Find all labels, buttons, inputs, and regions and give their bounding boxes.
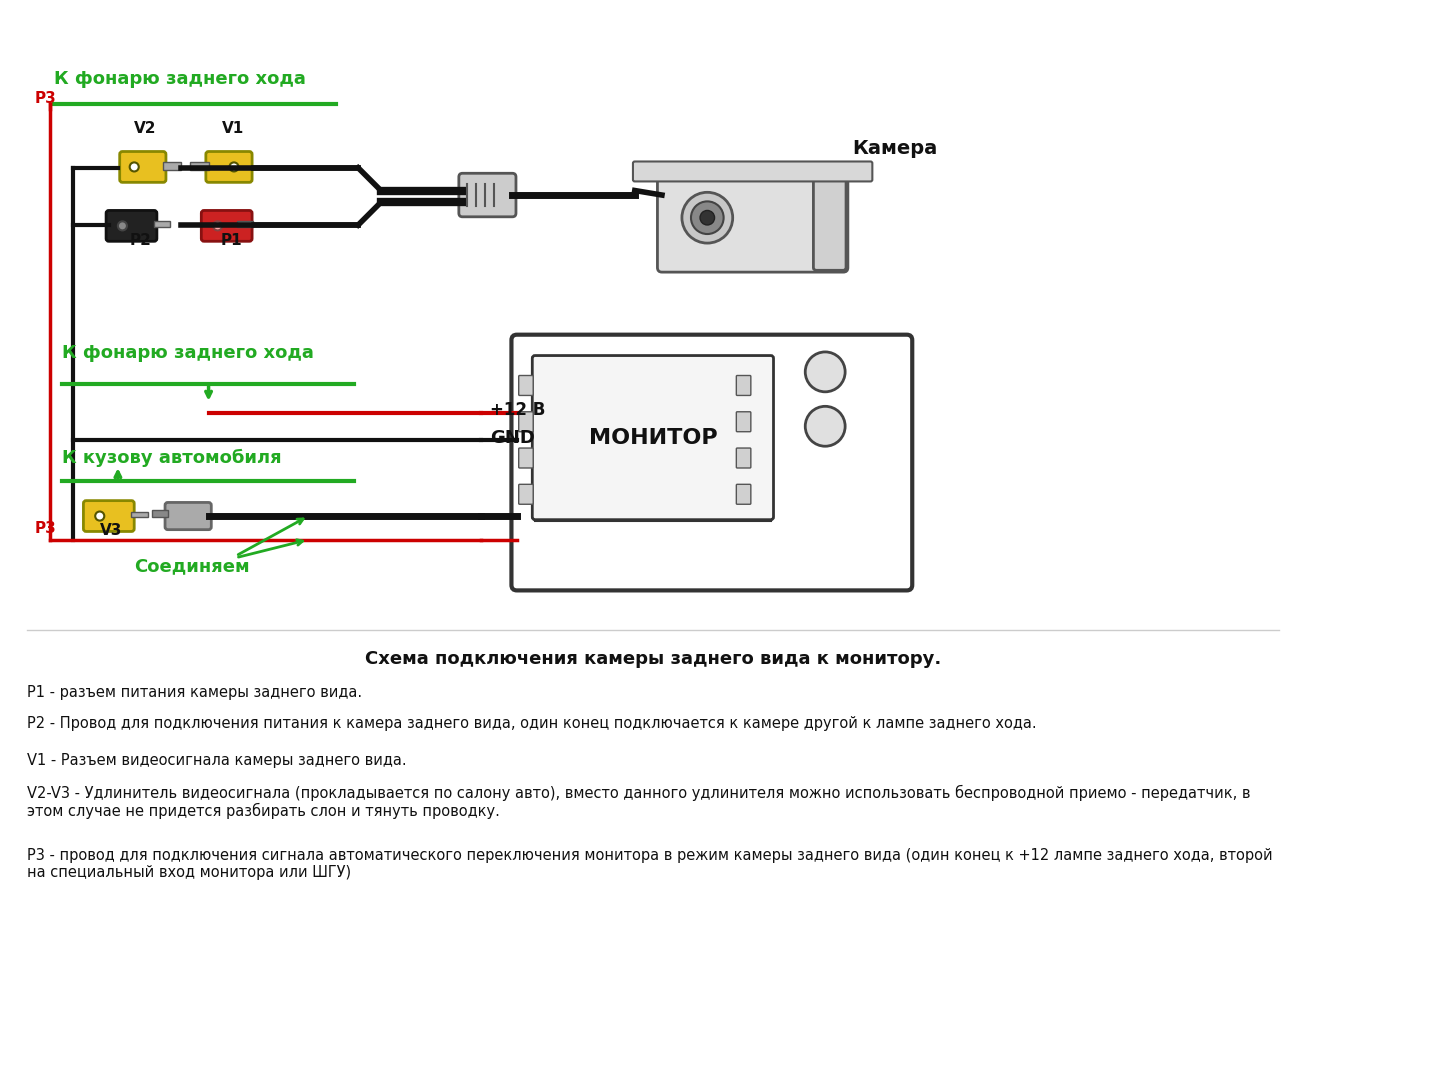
FancyBboxPatch shape (518, 485, 533, 504)
FancyBboxPatch shape (518, 448, 533, 468)
FancyBboxPatch shape (518, 412, 533, 432)
Text: МОНИТОР: МОНИТОР (589, 428, 717, 448)
Circle shape (130, 162, 138, 172)
Circle shape (118, 221, 127, 230)
FancyBboxPatch shape (634, 162, 873, 181)
Text: V1: V1 (222, 121, 245, 136)
Circle shape (700, 210, 714, 225)
Text: P2 - Провод для подключения питания к камера заднего вида, один конец подключает: P2 - Провод для подключения питания к ка… (27, 716, 1037, 731)
Text: К фонарю заднего хода: К фонарю заднего хода (55, 71, 307, 88)
Text: Камера: Камера (852, 139, 937, 159)
Text: P3: P3 (35, 521, 56, 536)
Text: Соединяем: Соединяем (134, 557, 249, 576)
Text: К кузову автомобиля: К кузову автомобиля (62, 448, 281, 466)
Text: +12 В: +12 В (490, 401, 546, 419)
Bar (190, 162, 209, 169)
Bar (163, 162, 181, 169)
FancyBboxPatch shape (736, 412, 750, 432)
FancyBboxPatch shape (511, 334, 913, 591)
FancyBboxPatch shape (736, 448, 750, 468)
FancyBboxPatch shape (658, 163, 848, 272)
Circle shape (213, 221, 222, 230)
Circle shape (683, 192, 733, 243)
Text: P2: P2 (130, 233, 151, 248)
FancyBboxPatch shape (533, 356, 773, 520)
Text: P1: P1 (220, 233, 242, 248)
Circle shape (229, 162, 239, 172)
Text: GND: GND (490, 429, 534, 447)
Text: Схема подключения камеры заднего вида к монитору.: Схема подключения камеры заднего вида к … (364, 651, 940, 668)
Text: P3 - провод для подключения сигнала автоматического переключения монитора в режи: P3 - провод для подключения сигнала авто… (27, 848, 1273, 880)
Text: P1 - разъем питания камеры заднего вида.: P1 - разъем питания камеры заднего вида. (27, 685, 363, 700)
Text: V2-V3 - Удлинитель видеосигнала (прокладывается по салону авто), вместо данного : V2-V3 - Удлинитель видеосигнала (проклад… (27, 785, 1251, 819)
FancyBboxPatch shape (84, 501, 134, 532)
FancyBboxPatch shape (120, 151, 166, 182)
FancyBboxPatch shape (166, 503, 212, 530)
Text: V3: V3 (99, 523, 122, 538)
FancyBboxPatch shape (814, 174, 847, 270)
Text: V2: V2 (134, 121, 157, 136)
Bar (131, 511, 148, 517)
Circle shape (95, 511, 104, 521)
FancyBboxPatch shape (736, 485, 750, 504)
FancyBboxPatch shape (459, 174, 516, 217)
Circle shape (805, 352, 845, 392)
FancyBboxPatch shape (518, 375, 533, 396)
FancyBboxPatch shape (202, 210, 252, 241)
FancyBboxPatch shape (206, 151, 252, 182)
Circle shape (805, 406, 845, 446)
Circle shape (691, 202, 724, 234)
Text: К фонарю заднего хода: К фонарю заднего хода (62, 344, 314, 362)
FancyBboxPatch shape (736, 375, 750, 396)
Bar (154, 221, 170, 227)
Bar (153, 509, 167, 517)
Text: V1 - Разъем видеосигнала камеры заднего вида.: V1 - Разъем видеосигнала камеры заднего … (27, 753, 408, 768)
FancyBboxPatch shape (107, 210, 157, 241)
Text: P3: P3 (35, 90, 56, 105)
Bar (236, 221, 253, 227)
